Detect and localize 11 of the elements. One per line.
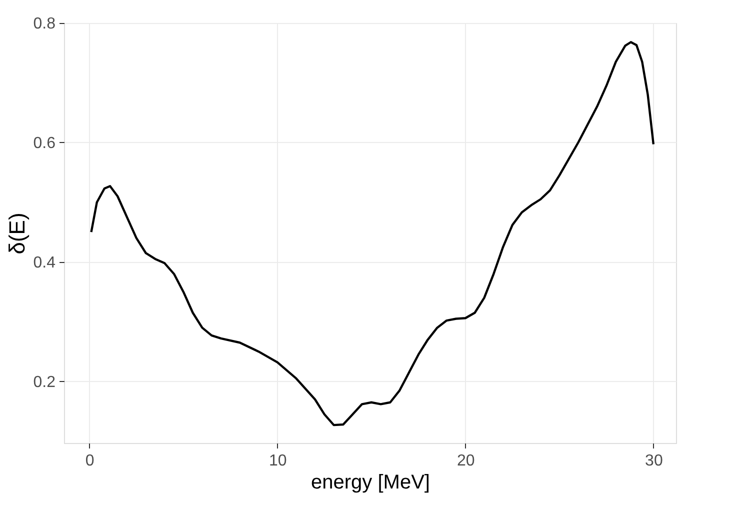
x-tick-label: 10 — [269, 452, 287, 470]
line-series — [90, 41, 655, 426]
y-tick-label: 0.8 — [33, 16, 56, 32]
y-tick-label: 0.4 — [33, 254, 56, 272]
y-tick-label: 0.6 — [33, 134, 56, 152]
x-tick-label: 20 — [457, 452, 475, 470]
x-tick-label: 30 — [645, 452, 663, 470]
x-tick-label: 0 — [85, 452, 94, 470]
x-axis-title: energy [MeV] — [311, 472, 430, 494]
y-axis-title: δ(E) — [4, 212, 30, 254]
y-tick-label: 0.2 — [33, 374, 56, 391]
